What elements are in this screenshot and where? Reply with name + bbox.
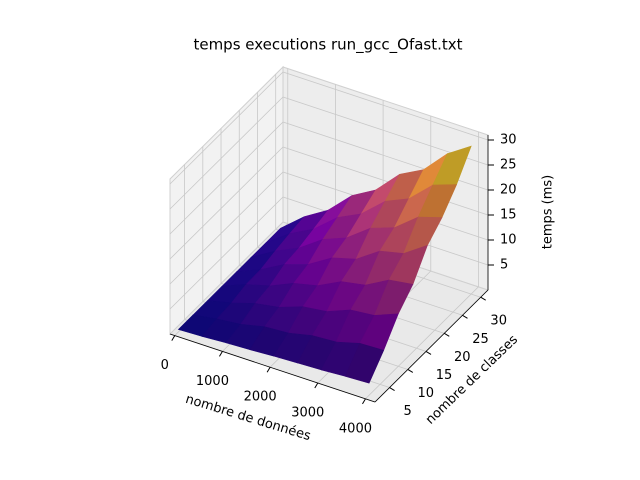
surface-patch	[344, 343, 385, 384]
z-grid-line	[282, 146, 489, 216]
chart-title: temps executions run_gcc_Ofast.txt	[193, 36, 462, 55]
y-tick	[462, 314, 468, 319]
y-tick	[480, 296, 486, 301]
axis-line	[374, 289, 489, 403]
tick-label: 15	[500, 208, 517, 223]
tick-label: 25	[472, 332, 489, 347]
x-grid-line	[365, 286, 479, 400]
y-tick	[425, 350, 432, 355]
tick-label: 0	[161, 358, 169, 373]
tick-label: 20	[500, 183, 517, 198]
surface	[177, 145, 472, 384]
tick-label: 10	[418, 386, 435, 401]
x-tick	[362, 398, 366, 405]
y-tick	[389, 387, 395, 391]
z-grid-line	[282, 71, 489, 141]
z-grid-line	[169, 196, 284, 310]
z-grid-line	[169, 171, 284, 285]
x-tick	[171, 335, 176, 341]
z-grid-line	[169, 121, 284, 235]
tick-label: 2000	[244, 390, 277, 405]
tick-label: 4000	[339, 421, 372, 436]
z-grid-line	[169, 96, 284, 210]
tick-label: 1000	[196, 374, 229, 389]
x-tick	[219, 351, 223, 357]
tick-label: 5	[500, 258, 508, 273]
tick-label: 30	[490, 314, 507, 329]
y-tick	[407, 369, 414, 373]
tick-label: 3000	[291, 406, 324, 421]
z-grid-line	[169, 71, 284, 185]
tick-label: 20	[454, 350, 471, 365]
tick-label: 25	[500, 158, 517, 173]
tick-label: 15	[436, 368, 453, 383]
tick-label: 10	[500, 233, 517, 248]
tick-label: 5	[403, 404, 411, 419]
z-grid-line	[169, 146, 284, 260]
z-axis-label: temps (ms)	[541, 175, 556, 250]
x-tick	[314, 382, 319, 389]
y-tick	[444, 332, 450, 337]
tick-label: 30	[500, 133, 517, 148]
axis-line	[169, 333, 376, 403]
x-tick	[266, 366, 271, 373]
